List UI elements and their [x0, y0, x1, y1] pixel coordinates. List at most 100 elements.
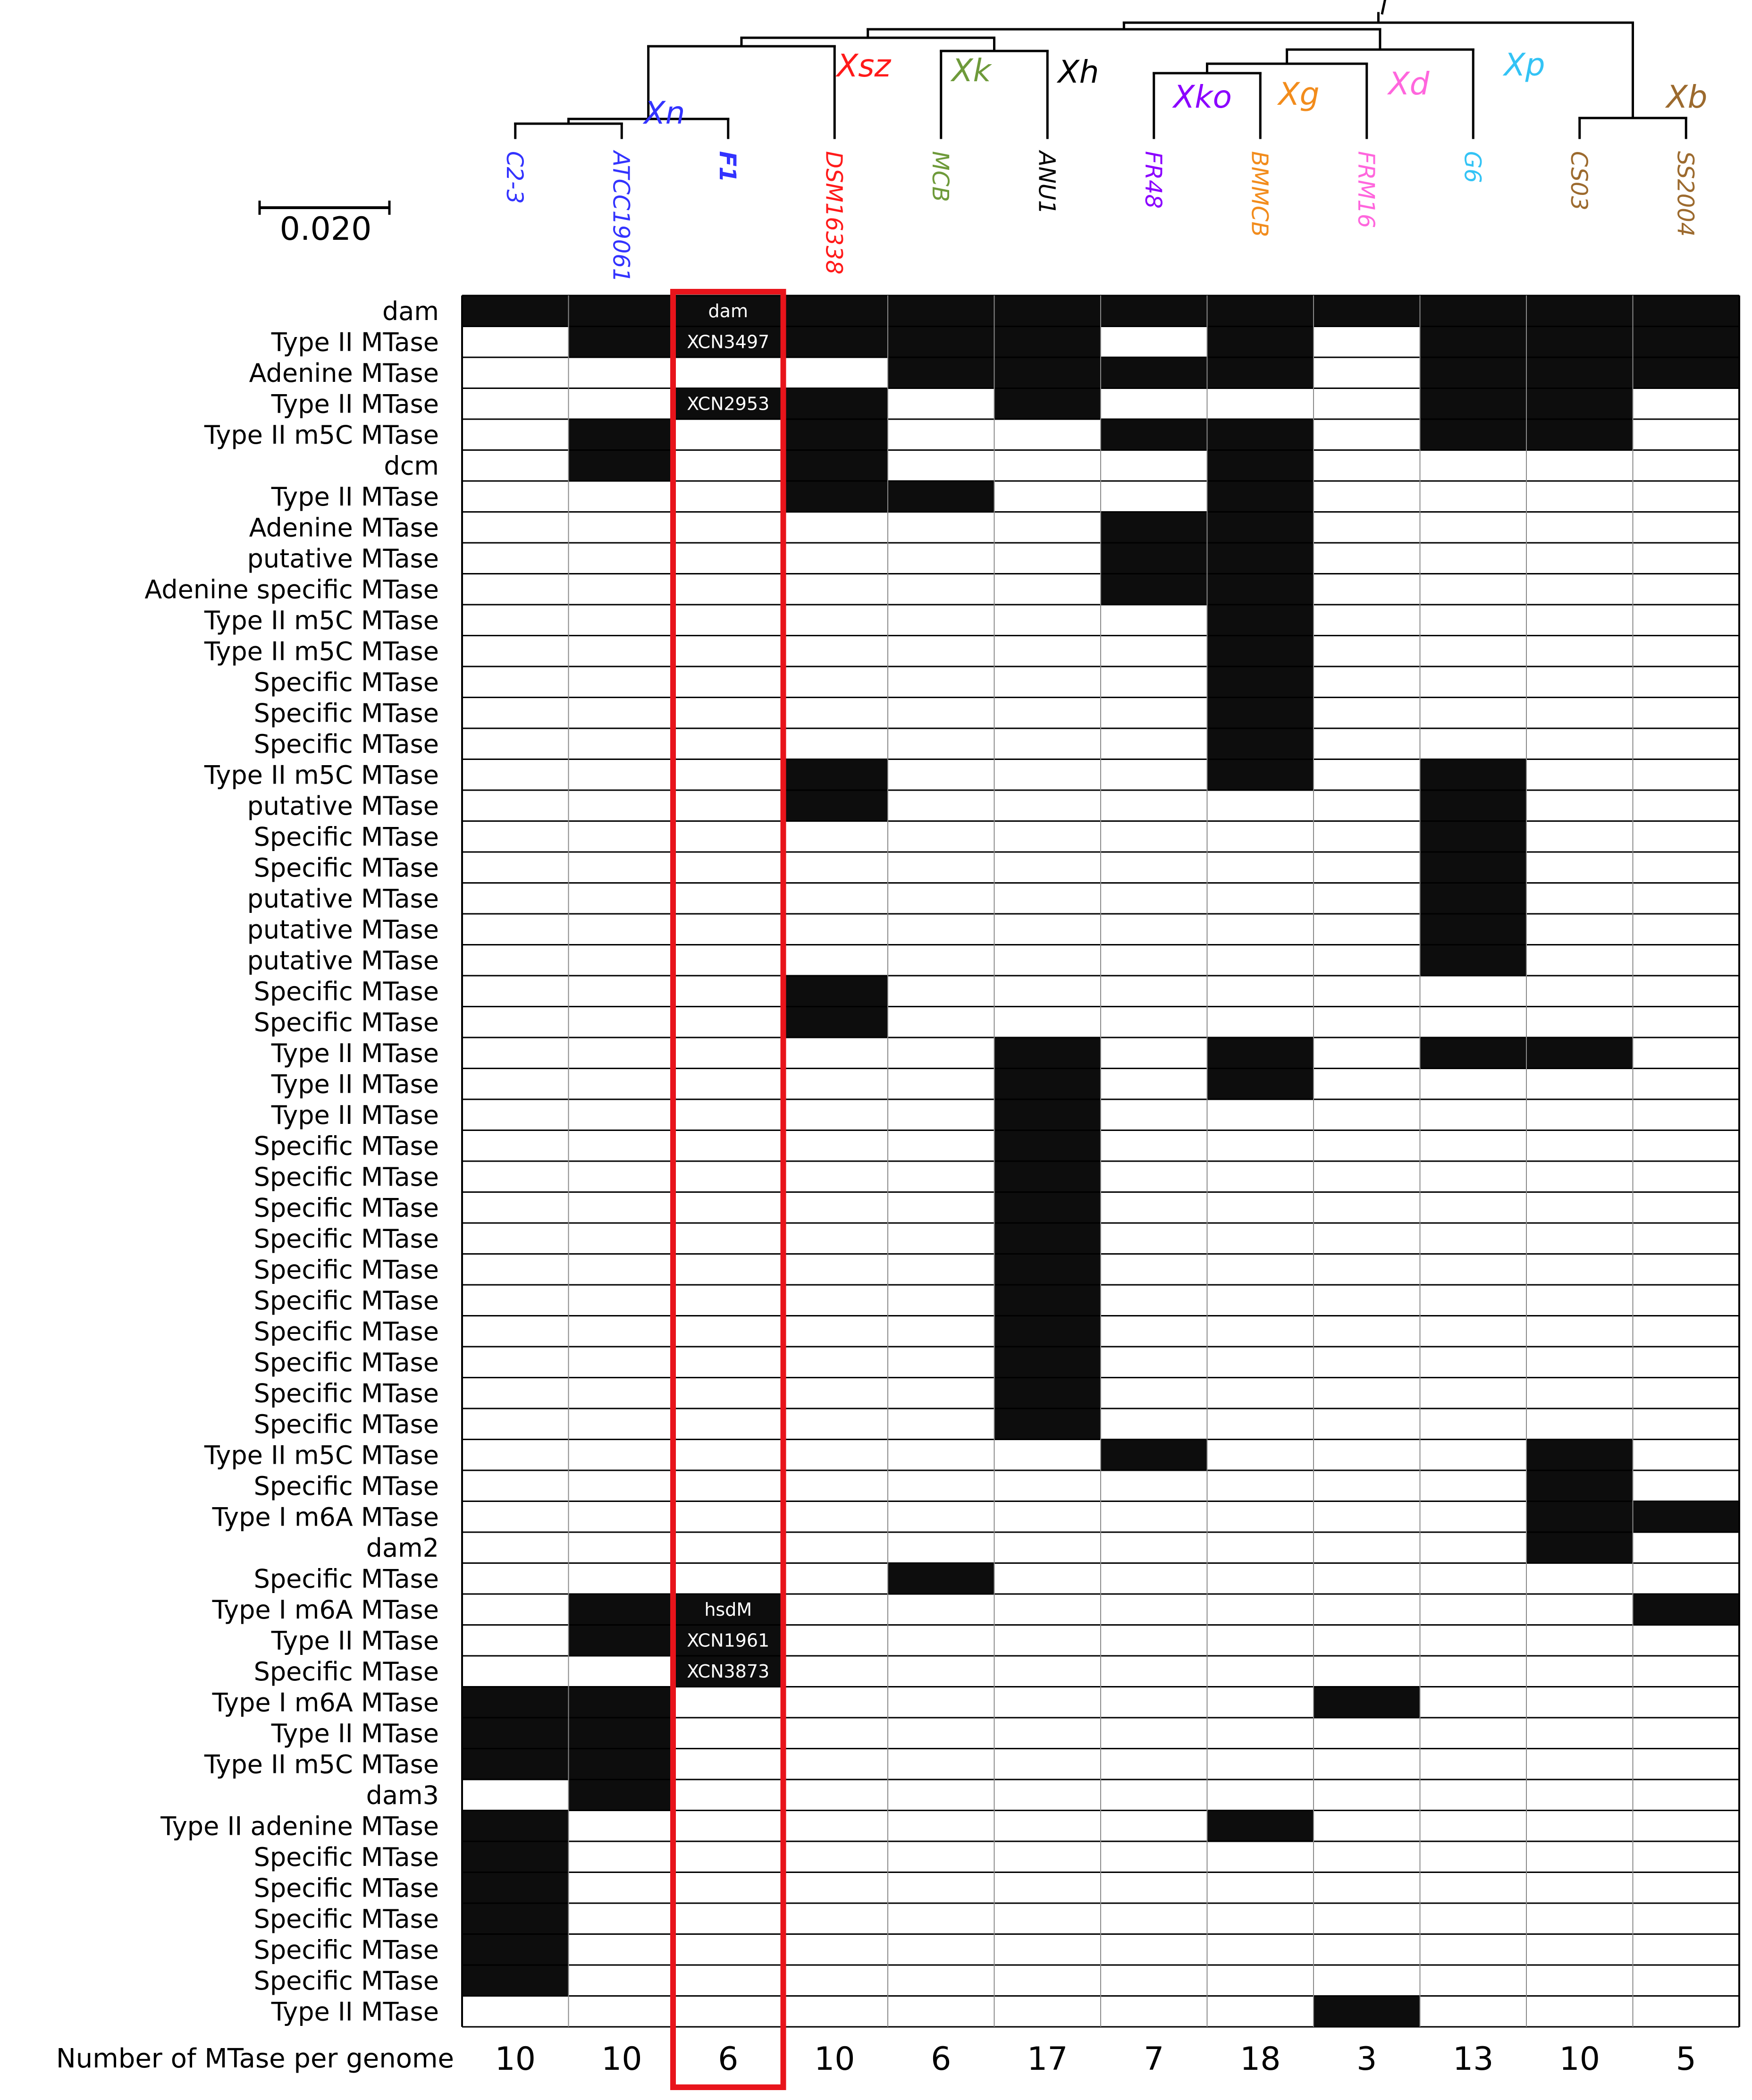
heatmap-cell — [1526, 1006, 1633, 1038]
row-label: Type II MTase — [271, 1719, 439, 1748]
heatmap-cell — [1526, 1347, 1633, 1378]
heatmap-cell — [1314, 1130, 1420, 1162]
heatmap-cell — [1101, 821, 1207, 852]
heatmap-cell — [1420, 1377, 1527, 1409]
heatmap-cell — [1207, 1470, 1314, 1501]
heatmap-cell — [1101, 1934, 1207, 1965]
mtase-count: 13 — [1453, 2041, 1494, 2078]
heatmap-cell — [1633, 357, 1740, 388]
heatmap-cell — [462, 1934, 569, 1965]
heatmap-cell — [462, 1965, 569, 1996]
heatmap-cell — [1633, 481, 1740, 512]
heatmap-cell — [675, 1161, 782, 1192]
heatmap-cell — [675, 1285, 782, 1316]
heatmap-cell — [781, 914, 888, 945]
heatmap-cell — [994, 1408, 1101, 1440]
heatmap-cell — [1633, 1408, 1740, 1440]
heatmap-cell — [888, 1996, 994, 2027]
heatmap-cell — [1526, 759, 1633, 791]
row-label: Type II m5C MTase — [204, 636, 439, 666]
heatmap-cell — [994, 1965, 1101, 1996]
heatmap-cell — [462, 357, 569, 388]
heatmap-cell — [1314, 1934, 1420, 1965]
row-label: Type II MTase — [271, 1069, 439, 1099]
heatmap-cell — [994, 635, 1101, 667]
heatmap-cell — [888, 1192, 994, 1223]
heatmap-cell — [1420, 1903, 1527, 1934]
heatmap-cell — [462, 1563, 569, 1594]
heatmap-cell — [568, 1563, 675, 1594]
heatmap-cell — [568, 821, 675, 852]
heatmap-cell — [1526, 1532, 1633, 1563]
heatmap-cell — [675, 914, 782, 945]
heatmap-cell — [1314, 1347, 1420, 1378]
heatmap-cell — [1314, 1285, 1420, 1316]
heatmap-cell — [1633, 1192, 1740, 1223]
heatmap-cell — [994, 388, 1101, 420]
heatmap-cell — [1207, 1254, 1314, 1285]
heatmap-cell — [568, 605, 675, 636]
heatmap-cell — [1314, 1532, 1420, 1563]
strain-label: CS03 — [1566, 151, 1592, 211]
heatmap-cell — [568, 1965, 675, 1996]
heatmap-cell — [1633, 295, 1740, 327]
heatmap-cell — [1207, 821, 1314, 852]
heatmap-cell — [675, 1996, 782, 2027]
heatmap-cell — [675, 573, 782, 605]
heatmap-cell — [888, 326, 994, 358]
heatmap-cell — [781, 759, 888, 791]
heatmap-cell — [568, 759, 675, 791]
heatmap-cell — [1420, 1285, 1527, 1316]
heatmap-cell — [1101, 1130, 1207, 1162]
heatmap-cell — [781, 1996, 888, 2027]
heatmap-cell — [1314, 295, 1420, 327]
heatmap-cell — [675, 759, 782, 791]
heatmap-cell — [994, 666, 1101, 698]
heatmap-cell — [781, 1965, 888, 1996]
heatmap-cell — [675, 1316, 782, 1347]
heatmap-cell — [1420, 1532, 1527, 1563]
strain-label: DSM16338 — [820, 151, 847, 275]
heatmap-cell — [675, 976, 782, 1007]
heatmap-cell — [781, 1377, 888, 1409]
heatmap-cell — [462, 1903, 569, 1934]
heatmap-cell — [888, 1161, 994, 1192]
heatmap-cell — [994, 1501, 1101, 1533]
heatmap-cell — [1633, 1965, 1740, 1996]
heatmap-cell — [1101, 295, 1207, 327]
heatmap-cell — [675, 605, 782, 636]
heatmap-cell — [1526, 1470, 1633, 1501]
total-count-label: Number of MTase per genome — [56, 2043, 454, 2074]
heatmap-cell — [462, 1532, 569, 1563]
heatmap-cell — [994, 450, 1101, 481]
heatmap-cell — [1633, 1594, 1740, 1625]
heatmap-cell — [1314, 728, 1420, 759]
heatmap-cell — [994, 1810, 1101, 1842]
heatmap-cell — [994, 1285, 1101, 1316]
heatmap-cell — [1420, 1687, 1527, 1718]
heatmap-cell — [1207, 728, 1314, 759]
heatmap-cell — [994, 573, 1101, 605]
heatmap-cell — [1101, 1810, 1207, 1842]
heatmap-cell — [1633, 635, 1740, 667]
row-label: Specific MTase — [254, 822, 439, 852]
heatmap-cell — [888, 697, 994, 729]
heatmap-cell — [1101, 1656, 1207, 1687]
heatmap-cell — [568, 295, 675, 327]
heatmap-cell — [675, 543, 782, 574]
heatmap-cell — [1101, 1099, 1207, 1130]
heatmap-cell — [675, 1130, 782, 1162]
heatmap-cell — [1420, 1841, 1527, 1872]
heatmap-cell — [1314, 1965, 1420, 1996]
heatmap-cell — [1207, 1408, 1314, 1440]
heatmap-cell — [994, 1748, 1101, 1780]
heatmap-cell — [675, 1099, 782, 1130]
heatmap-cell — [1633, 1625, 1740, 1656]
row-label: Specific MTase — [254, 1007, 439, 1037]
heatmap-cell — [568, 1130, 675, 1162]
heatmap-cell — [1314, 790, 1420, 821]
gene-labels: dam XCN3497 XCN2953 hsdM XCN1961 XCN3873 — [687, 301, 769, 1682]
row-label: Specific MTase — [254, 1224, 439, 1254]
gene-label: dam — [708, 301, 748, 321]
